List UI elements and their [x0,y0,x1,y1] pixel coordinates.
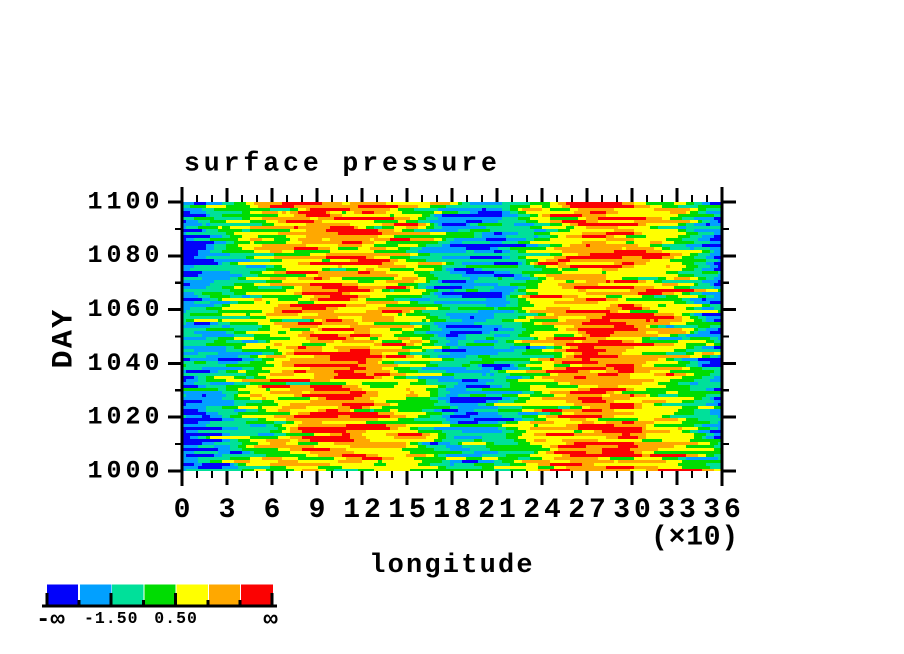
svg-text:∞: ∞ [263,607,278,634]
svg-text:(×10): (×10) [651,523,739,554]
svg-text:0.50: 0.50 [154,609,198,628]
svg-text:DAY: DAY [48,308,82,369]
svg-text:1020: 1020 [87,403,163,432]
svg-text:1100: 1100 [87,187,163,216]
svg-text:18: 18 [433,495,475,526]
svg-text:3: 3 [219,495,240,526]
svg-text:1040: 1040 [87,349,163,378]
svg-text:1060: 1060 [87,295,163,324]
svg-text:9: 9 [309,495,330,526]
svg-text:30: 30 [613,495,655,526]
svg-text:longitude: longitude [369,551,535,581]
svg-text:-1.50: -1.50 [84,609,139,628]
svg-text:0: 0 [174,495,195,526]
svg-text:1080: 1080 [87,241,163,270]
svg-text:6: 6 [264,495,285,526]
svg-text:24: 24 [523,495,565,526]
svg-text:15: 15 [388,495,430,526]
svg-text:27: 27 [568,495,610,526]
svg-text:-∞: -∞ [36,607,65,634]
svg-text:1000: 1000 [87,456,163,485]
svg-text:36: 36 [703,495,745,526]
svg-text:21: 21 [478,495,520,526]
svg-text:33: 33 [658,495,700,526]
svg-text:surface pressure: surface pressure [184,149,501,179]
svg-text:12: 12 [343,495,385,526]
